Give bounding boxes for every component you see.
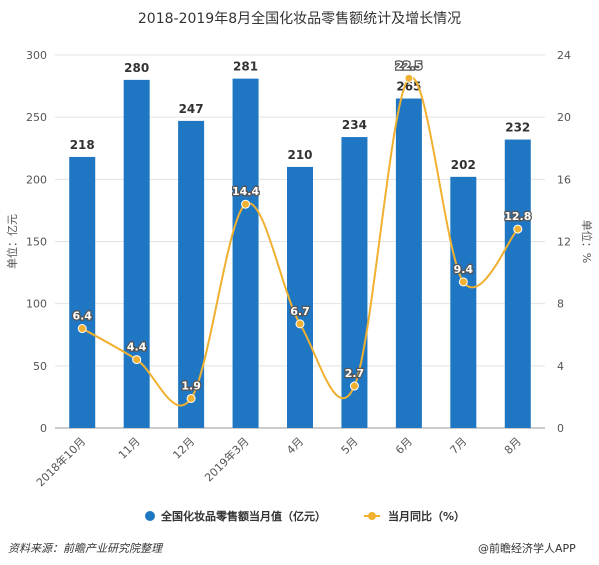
line-value-label: 1.9 — [181, 379, 201, 392]
line-point — [295, 319, 305, 329]
bar — [395, 98, 422, 429]
line-value-label: 22.5 — [395, 59, 422, 72]
x-tick-label: 6月 — [393, 435, 415, 457]
line-point — [132, 355, 142, 365]
legend-label-bar: 全国化妆品零售额当月值（亿元） — [160, 509, 326, 523]
line-value-label: 6.4 — [72, 310, 92, 323]
y-right-tick-label: 24 — [557, 49, 571, 62]
y-left-tick-label: 50 — [33, 360, 47, 373]
line-value-label: 9.4 — [454, 263, 474, 276]
x-tick-label: 5月 — [339, 435, 361, 457]
y-right-tick-label: 16 — [557, 173, 571, 186]
x-tick-label: 11月 — [116, 435, 143, 462]
y-left-tick-label: 250 — [26, 111, 47, 124]
bar-value-label: 234 — [342, 118, 367, 132]
x-tick-label: 7月 — [448, 435, 470, 457]
y-right-tick-label: 0 — [557, 422, 564, 435]
watermark: @前瞻经济学人APP — [478, 542, 576, 555]
y-left-tick-label: 200 — [26, 173, 47, 186]
line-value-label: 4.4 — [127, 341, 147, 354]
bar — [69, 156, 96, 428]
y-left-tick-label: 100 — [26, 298, 47, 311]
bar-value-label: 280 — [124, 61, 149, 75]
y-right-tick-label: 20 — [557, 111, 571, 124]
bar-value-label: 202 — [451, 158, 476, 172]
x-tick-label: 4月 — [284, 435, 306, 457]
line-value-label: 12.8 — [504, 210, 531, 223]
bar-value-label: 247 — [179, 102, 204, 116]
line-point — [77, 324, 87, 334]
line-point — [186, 393, 196, 403]
chart-title: 2018-2019年8月全国化妆品零售额统计及增长情况 — [137, 11, 462, 27]
y-left-tick-label: 150 — [26, 236, 47, 249]
line-point — [241, 199, 251, 209]
bar-value-label: 218 — [70, 138, 95, 152]
x-tick-label: 2019年3月 — [201, 434, 251, 484]
x-tick-label: 2018年10月 — [33, 434, 88, 489]
line-point — [349, 381, 359, 391]
legend-swatch-line — [368, 512, 376, 520]
growth-line — [81, 76, 519, 407]
line-point — [458, 277, 468, 287]
bar — [287, 166, 313, 428]
y-left-axis-label: 单位：亿元 — [5, 214, 19, 269]
y-left-tick-label: 0 — [40, 422, 47, 435]
bar-value-label: 232 — [505, 121, 530, 135]
line-point — [513, 224, 523, 234]
y-right-axis-label: 单位：% — [580, 220, 594, 263]
bar — [504, 139, 531, 428]
legend-swatch-bar — [145, 511, 155, 521]
bar — [123, 79, 150, 428]
x-tick-label: 12月 — [170, 435, 197, 462]
y-right-tick-label: 4 — [557, 360, 564, 373]
source-note: 资料来源：前瞻产业研究院整理 — [8, 542, 162, 555]
x-tick-label: 8月 — [502, 435, 524, 457]
legend-label-line: 当月同比（%） — [388, 509, 465, 523]
line-value-label: 14.4 — [232, 185, 259, 198]
line-value-label: 6.7 — [290, 305, 310, 318]
line-value-label: 2.7 — [345, 367, 365, 380]
bar — [341, 137, 368, 428]
bar-value-label: 210 — [287, 148, 312, 162]
y-right-tick-label: 12 — [557, 236, 571, 249]
y-left-tick-label: 300 — [26, 49, 47, 62]
bar — [450, 176, 477, 428]
bar — [232, 78, 259, 428]
bar-value-label: 281 — [233, 60, 258, 74]
y-right-tick-label: 8 — [557, 298, 564, 311]
line-point — [404, 73, 414, 83]
